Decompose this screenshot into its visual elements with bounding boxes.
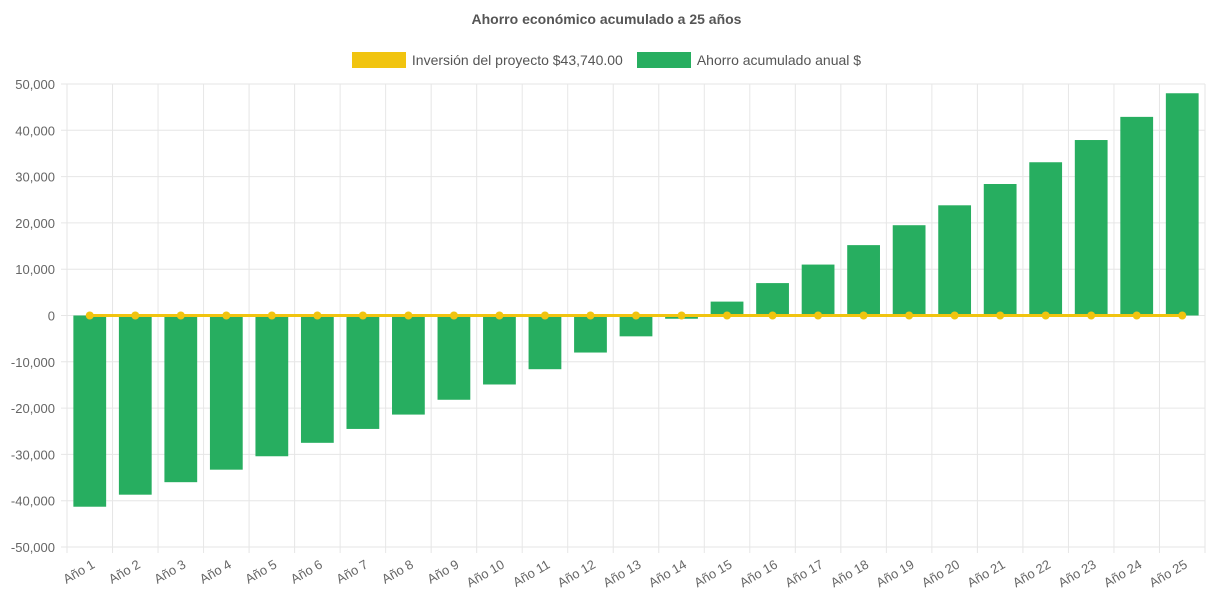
bar[interactable]: [1120, 116, 1154, 316]
line-point[interactable]: [267, 311, 276, 320]
x-tick-label: Año 8: [379, 557, 416, 587]
line-point[interactable]: [404, 311, 413, 320]
legend-label-ahorro: Ahorro acumulado anual $: [696, 52, 862, 68]
line-point[interactable]: [723, 311, 732, 320]
bar[interactable]: [346, 315, 380, 429]
x-tick-label: Año 18: [828, 557, 871, 591]
line-point[interactable]: [85, 311, 94, 320]
y-tick-label: 50,000: [15, 77, 55, 92]
x-tick-label: Año 19: [873, 557, 916, 591]
line-point[interactable]: [677, 311, 686, 320]
line-point[interactable]: [768, 311, 777, 320]
x-tick-label: Año 11: [510, 557, 552, 590]
bar[interactable]: [801, 264, 835, 316]
bar[interactable]: [528, 315, 562, 370]
x-tick-label: Año 3: [151, 557, 188, 587]
x-tick-label: Año 16: [737, 557, 780, 591]
y-tick-label: -20,000: [11, 401, 55, 416]
line-point[interactable]: [905, 311, 914, 320]
bar[interactable]: [756, 283, 789, 316]
line-point[interactable]: [222, 311, 231, 320]
legend-item-inversion[interactable]: Inversión del proyecto $43,740.00: [351, 52, 623, 68]
y-tick-label: 0: [48, 309, 55, 324]
line-point[interactable]: [540, 311, 549, 320]
line-point[interactable]: [814, 311, 823, 320]
y-tick-label: 30,000: [15, 170, 55, 185]
bar[interactable]: [300, 315, 334, 443]
x-tick-label: Año 4: [197, 557, 234, 587]
line-point[interactable]: [495, 311, 504, 320]
x-tick-label: Año 1: [60, 557, 97, 587]
x-tick-label: Año 7: [333, 557, 370, 587]
x-tick-label: Año 13: [600, 557, 643, 591]
legend-label-inversion: Inversión del proyecto $43,740.00: [411, 52, 623, 68]
line-point[interactable]: [449, 311, 458, 320]
legend: Inversión del proyecto $43,740.00 Ahorro…: [0, 52, 1213, 68]
x-tick-label: Año 22: [1010, 557, 1053, 591]
x-tick-label: Año 21: [964, 557, 1007, 591]
y-tick-label: -50,000: [11, 540, 55, 555]
y-tick-label: 10,000: [15, 262, 55, 277]
bar[interactable]: [392, 315, 425, 415]
x-tick-label: Año 24: [1101, 557, 1144, 591]
y-tick-label: 20,000: [15, 216, 55, 231]
line-point[interactable]: [632, 311, 640, 320]
legend-item-ahorro[interactable]: Ahorro acumulado anual $: [636, 52, 862, 68]
legend-swatch-ahorro: [636, 52, 691, 68]
legend-swatch-inversion: [351, 52, 406, 68]
bar[interactable]: [1074, 140, 1108, 316]
line-point[interactable]: [950, 311, 959, 320]
y-tick-label: -10,000: [11, 355, 55, 370]
bar[interactable]: [118, 315, 152, 495]
bar[interactable]: [1165, 93, 1199, 316]
line-point[interactable]: [358, 311, 367, 320]
bar[interactable]: [483, 315, 516, 385]
x-tick-label: Año 23: [1056, 557, 1099, 591]
x-tick-label: Año 5: [242, 557, 279, 587]
line-point[interactable]: [859, 311, 868, 320]
x-tick-label: Año 9: [424, 557, 461, 587]
bar[interactable]: [1029, 162, 1063, 316]
x-tick-label: Año 17: [782, 557, 825, 591]
line-point[interactable]: [1132, 311, 1141, 320]
line-point[interactable]: [176, 311, 185, 320]
x-tick-label: Año 25: [1147, 557, 1190, 591]
line-point[interactable]: [996, 311, 1005, 320]
bar[interactable]: [892, 225, 926, 316]
bar[interactable]: [983, 184, 1017, 316]
bar[interactable]: [847, 245, 880, 316]
chart-title: Ahorro económico acumulado a 25 años: [471, 11, 742, 27]
line-point[interactable]: [586, 311, 595, 320]
bar[interactable]: [710, 301, 744, 316]
bar[interactable]: [938, 205, 972, 316]
line-point[interactable]: [1178, 311, 1187, 320]
bar[interactable]: [164, 315, 198, 483]
x-tick-label: Año 10: [464, 557, 507, 591]
x-tick-label: Año 15: [691, 557, 734, 591]
bar[interactable]: [619, 315, 653, 337]
line-point[interactable]: [313, 311, 322, 320]
bar[interactable]: [255, 315, 289, 457]
x-tick-label: Año 14: [646, 557, 689, 591]
x-tick-label: Año 2: [106, 557, 143, 587]
x-tick-label: Año 12: [555, 557, 598, 591]
line-point[interactable]: [1087, 311, 1096, 320]
x-tick-label: Año 6: [288, 557, 325, 587]
line-point[interactable]: [1041, 311, 1050, 320]
y-tick-label: -40,000: [11, 494, 55, 509]
bar[interactable]: [574, 315, 607, 353]
line-point[interactable]: [131, 311, 140, 320]
bar[interactable]: [73, 315, 107, 507]
y-tick-label: -30,000: [11, 447, 55, 462]
bar[interactable]: [209, 315, 243, 470]
x-tick-label: Año 20: [919, 557, 962, 591]
y-tick-label: 40,000: [15, 123, 55, 138]
bar[interactable]: [437, 315, 471, 400]
